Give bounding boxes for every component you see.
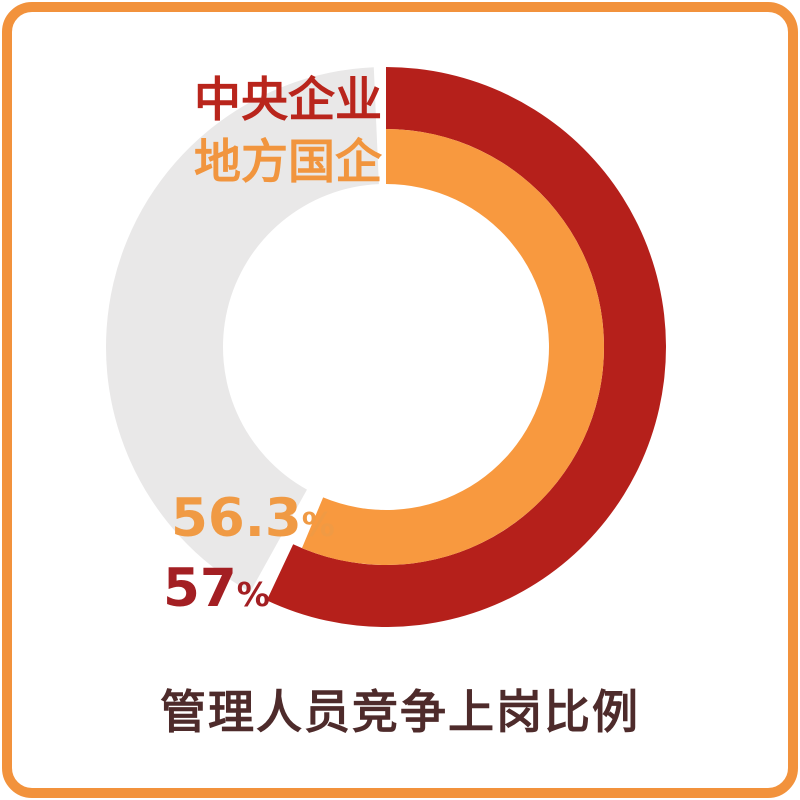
value-label-central-enterprises: 57%: [163, 562, 270, 615]
value-central-number: 57: [163, 558, 237, 619]
value-central-percent-sign: %: [236, 575, 270, 614]
value-local-number: 56.3: [171, 488, 302, 549]
legend-item-local-soe: 地方国企: [194, 135, 382, 190]
value-local-percent-sign: %: [301, 505, 335, 544]
central-enterprises-arc: [266, 67, 667, 628]
remainder-track-arc: [106, 67, 379, 592]
chart-title: 管理人员竞争上岗比例: [160, 685, 640, 739]
local-soe-arc: [301, 129, 604, 565]
legend-item-central-enterprises: 中央企业: [194, 73, 382, 128]
legend: 中央企业 地方国企: [194, 70, 382, 194]
value-label-local-soe: 56.3%: [171, 492, 335, 545]
